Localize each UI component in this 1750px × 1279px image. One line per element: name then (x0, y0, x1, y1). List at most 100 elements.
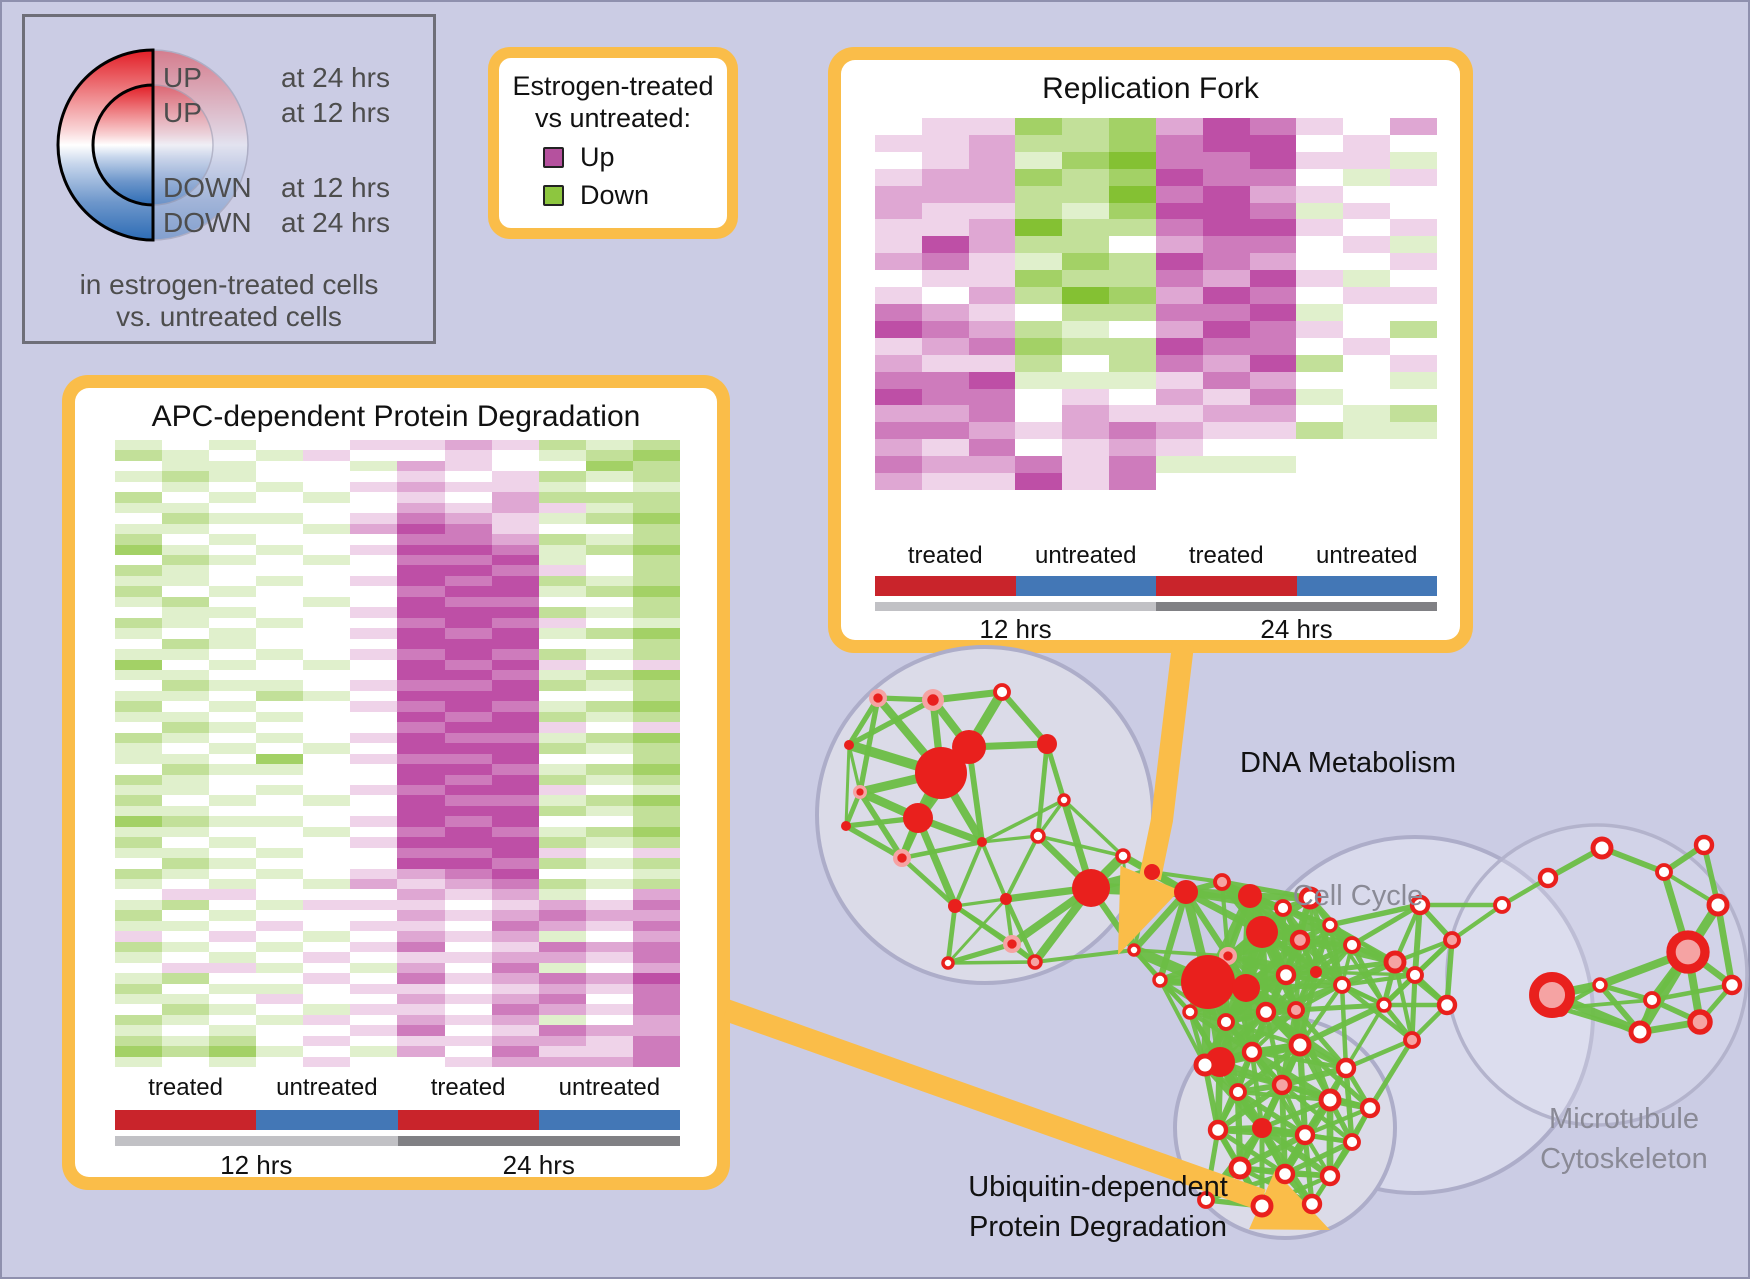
arrow-head (1118, 865, 1180, 955)
gene-node-ring-white (1590, 836, 1614, 860)
gene-node-ring-pink (1213, 873, 1231, 891)
gene-node-ring-white (993, 683, 1011, 701)
gene-node-solid (948, 899, 962, 913)
heatmap-row (115, 481, 680, 493)
legend-footer-line1: in estrogen-treated cells (79, 269, 379, 300)
gene-node-ring-pink (1529, 972, 1575, 1018)
gene-node-ring-white (1359, 1097, 1381, 1119)
down-label: Down (580, 180, 650, 210)
heatmap-row (115, 586, 680, 597)
gene-node-ring-white (1436, 994, 1458, 1016)
legend-time: at 12 hrs (281, 172, 390, 203)
gene-node-ring-white (1655, 863, 1673, 881)
gene-node-ring-pink (1289, 929, 1311, 951)
gene-node-solid (844, 740, 854, 750)
gene-node-ring-white (1409, 894, 1431, 916)
gene-node-ring-white (1406, 966, 1424, 984)
repfork-heatmap (875, 118, 1437, 490)
gene-node-ring-white (1255, 1001, 1277, 1023)
apc-heatmap (115, 440, 680, 1068)
gene-node-ring-white (1551, 999, 1569, 1017)
color-key-item-up: Up (543, 142, 727, 173)
gene-node-ring-pink (1383, 950, 1407, 974)
heatmap-row (115, 784, 680, 796)
heatmap-row (115, 628, 680, 639)
heatmap-row (115, 858, 680, 869)
heatmap-row (875, 405, 1437, 423)
heatmap-row (115, 722, 680, 733)
gene-node-ring-white (1706, 893, 1730, 917)
heatmap-row (115, 952, 680, 963)
gene-node-ring-white (1193, 1053, 1217, 1077)
heatmap-row (115, 711, 680, 723)
apc-time-bar (115, 1136, 680, 1146)
legend-time: at 24 hrs (281, 62, 390, 93)
gene-node-ring-white (1182, 1004, 1198, 1020)
gene-node-ring-pink (1443, 931, 1461, 949)
heatmap-row (115, 973, 680, 984)
gene-node-ring-white (1693, 834, 1715, 856)
cluster-label: Cytoskeleton (1540, 1143, 1708, 1175)
gene-node-ring-white (1537, 867, 1559, 889)
heatmap-row (115, 962, 680, 974)
gene-node-ring-white (1319, 1165, 1341, 1187)
heatmap-row (875, 337, 1437, 355)
heatmap-row (115, 931, 680, 942)
cluster-circle (1173, 1016, 1397, 1240)
gene-node-ring-white (941, 956, 955, 970)
heatmap-row (115, 1056, 680, 1068)
gene-node-solid (1000, 893, 1012, 905)
gene-node-ring-white (1333, 976, 1351, 994)
heatmap-row (875, 219, 1437, 237)
heatmap-row (115, 565, 680, 576)
cluster-circle (1445, 823, 1749, 1127)
heatmap-row (115, 1014, 680, 1026)
arrow-shaft (722, 999, 1266, 1211)
gene-node-halo (893, 849, 911, 867)
heatmap-row (115, 534, 680, 545)
heatmap-row (115, 575, 680, 587)
color-key-title: Estrogen-treated vs untreated: (512, 71, 714, 133)
heatmap-row (115, 764, 680, 775)
heatmap-row (875, 236, 1437, 254)
heatmap-row (115, 899, 680, 911)
annotation-arrows (722, 643, 1330, 1230)
heatmap-row (115, 743, 680, 754)
heatmap-row (875, 371, 1437, 389)
gene-node-solid (952, 730, 986, 764)
cluster-ellipses (815, 645, 1749, 1240)
cluster-label: Protein Degradation (969, 1211, 1227, 1243)
gene-node-solid (1310, 966, 1322, 978)
gene-node-solid (1037, 734, 1057, 754)
heatmap-row (115, 460, 680, 472)
gene-node-ring-white (1628, 1020, 1652, 1044)
gene-node-solid (1246, 916, 1278, 948)
gene-node-solid (1144, 864, 1160, 880)
heatmap-row (115, 638, 680, 650)
heatmap-row (115, 680, 680, 691)
gene-node-ring-white (1275, 964, 1297, 986)
color-key-item-down: Down (543, 180, 727, 211)
repfork-panel-title: Replication Fork (1042, 72, 1259, 105)
color-key-items: Up Down (543, 142, 727, 211)
heatmap-row (115, 554, 680, 566)
heatmap-row (875, 253, 1437, 271)
cluster-label: Microtubule (1549, 1103, 1699, 1135)
gene-node-solid (1205, 1047, 1235, 1077)
heatmap-row (875, 185, 1437, 203)
heatmap-row (115, 753, 680, 765)
heatmap-row (115, 502, 680, 514)
gene-node-ring-white (1343, 936, 1361, 954)
gene-node-ring-white (1376, 997, 1392, 1013)
legend-direction: DOWN (163, 207, 252, 238)
heatmap-row (115, 994, 680, 1005)
gene-node-ring-pink (1403, 1031, 1421, 1049)
legend-footer-line2: vs. untreated cells (116, 301, 342, 332)
heatmap-row (115, 596, 680, 608)
gene-node-ring-white (1229, 1083, 1247, 1101)
gene-node-halo (869, 689, 887, 707)
heatmap-row (115, 701, 680, 712)
repfork-time-labels: 12 hrs 24 hrs (979, 614, 1333, 644)
repfork-time-bar (875, 602, 1437, 611)
heatmap-row (115, 816, 680, 827)
